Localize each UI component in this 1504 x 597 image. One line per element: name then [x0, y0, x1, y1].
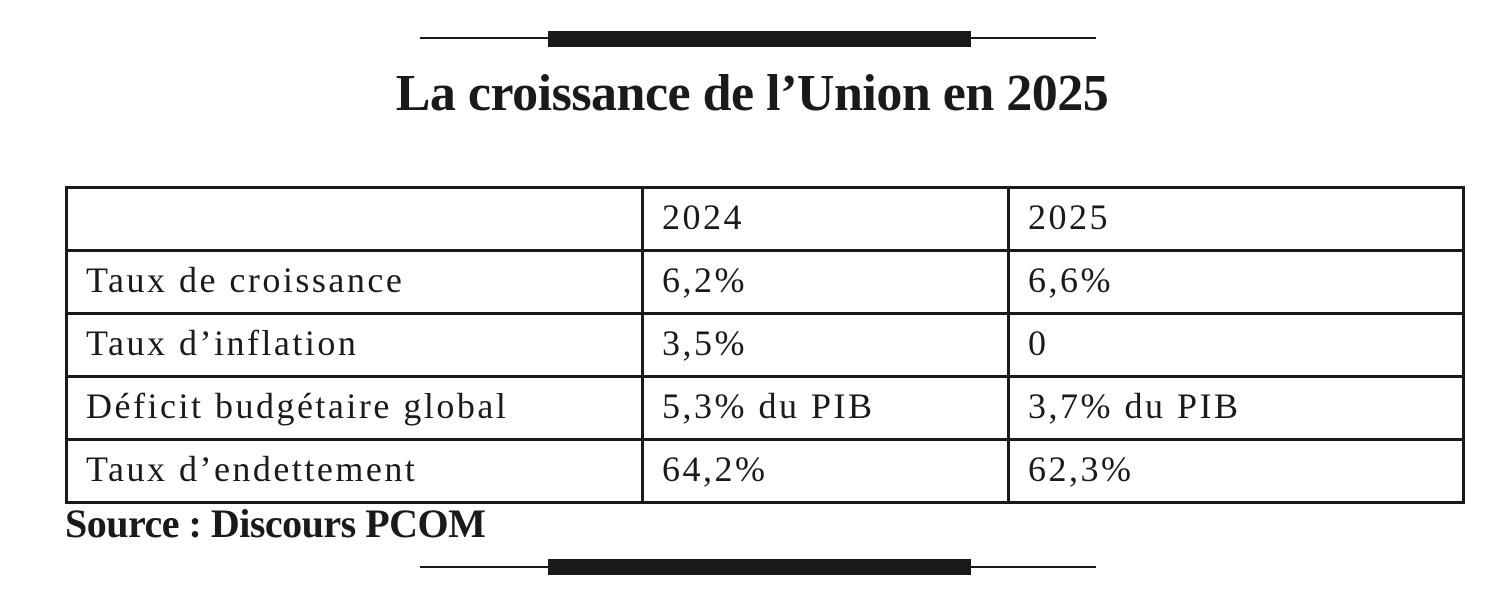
table-row: Taux d’inflation 3,5% 0 — [65, 312, 1465, 378]
rule — [548, 559, 971, 575]
cell: 64,2% — [641, 438, 1010, 504]
row-label: Taux de croissance — [65, 249, 644, 315]
table-row: Déficit budgétaire global 5,3% du PIB 3,7%… — [65, 375, 1465, 441]
title: La croissance de l’Union en 2025 — [395, 65, 1109, 122]
rule — [548, 31, 971, 47]
row-label: Taux d’endettement — [65, 438, 644, 504]
header-cell: 2025 — [1007, 186, 1465, 252]
row-label: Taux d’inflation — [65, 312, 644, 378]
cell: 3,5% — [641, 312, 1010, 378]
source: Source : Discours PCOM — [65, 501, 486, 546]
cell: 62,3% — [1007, 438, 1465, 504]
cell: 3,7% du PIB — [1007, 375, 1465, 441]
cell: 5,3% du PIB — [641, 375, 1010, 441]
row-label: Déficit budgétaire global — [65, 375, 644, 441]
table-row: Taux d’endettement 64,2% 62,3% — [65, 438, 1465, 504]
cell: 0 — [1007, 312, 1465, 378]
header-row: 2024 2025 — [65, 186, 1465, 252]
header-cell — [65, 186, 644, 252]
data-table: 2024 2025 Taux de croissance 6,2% 6,6% Taux… — [65, 186, 1465, 504]
table-row: Taux de croissance 6,2% 6,6% — [65, 249, 1465, 315]
header-cell: 2024 — [641, 186, 1010, 252]
cell: 6,2% — [641, 249, 1010, 315]
cell: 6,6% — [1007, 249, 1465, 315]
